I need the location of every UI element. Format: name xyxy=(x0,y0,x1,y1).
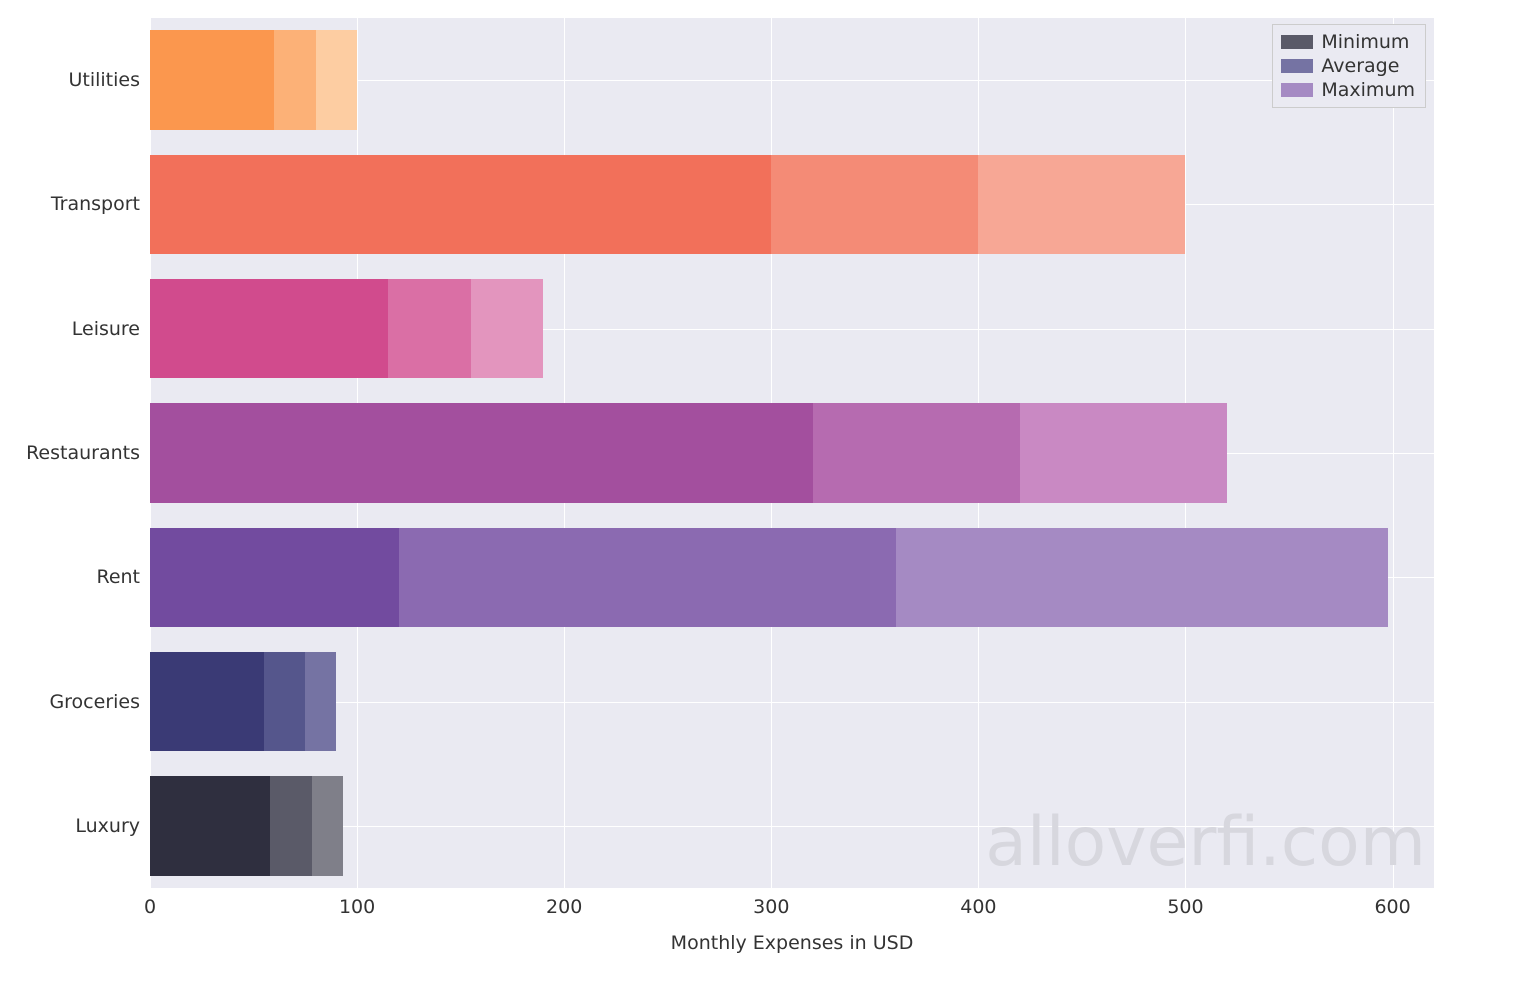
bar-minimum xyxy=(150,776,270,875)
y-tick-label: Leisure xyxy=(72,318,150,340)
legend-row: Minimum xyxy=(1281,31,1415,53)
x-tick-label: 600 xyxy=(1374,888,1410,918)
bar-minimum xyxy=(150,30,274,129)
legend-swatch xyxy=(1281,59,1313,73)
y-tick-label: Utilities xyxy=(68,69,150,91)
legend-label: Maximum xyxy=(1321,79,1415,101)
bar-minimum xyxy=(150,403,813,502)
x-tick-label: 300 xyxy=(753,888,789,918)
legend-label: Average xyxy=(1321,55,1399,77)
bar-minimum xyxy=(150,528,399,627)
legend-label: Minimum xyxy=(1321,31,1409,53)
y-tick-label: Luxury xyxy=(75,815,150,837)
x-axis-label: Monthly Expenses in USD xyxy=(671,932,914,954)
bar-minimum xyxy=(150,279,388,378)
legend-swatch xyxy=(1281,83,1313,97)
legend-row: Average xyxy=(1281,55,1415,77)
y-tick-label: Restaurants xyxy=(26,442,150,464)
y-tick-label: Groceries xyxy=(49,691,150,713)
bar-minimum xyxy=(150,652,264,751)
expenses-bar-chart: 0 100 200 300 400 500 600 Utilities Transport Lei… xyxy=(0,0,1536,993)
x-tick-label: 0 xyxy=(144,888,156,918)
x-tick-label: 100 xyxy=(339,888,375,918)
gridline-h xyxy=(150,702,1434,703)
y-tick-label: Transport xyxy=(51,193,150,215)
bar-minimum xyxy=(150,155,771,254)
plot-area: 0100200300400500600UtilitiesTransportLei… xyxy=(150,18,1434,888)
x-tick-label: 500 xyxy=(1167,888,1203,918)
legend-row: Maximum xyxy=(1281,79,1415,101)
watermark: alloverfi.com xyxy=(985,803,1426,882)
x-tick-label: 200 xyxy=(546,888,582,918)
legend-swatch xyxy=(1281,35,1313,49)
legend: MinimumAverageMaximum xyxy=(1272,24,1426,108)
x-tick-label: 400 xyxy=(960,888,996,918)
y-tick-label: Rent xyxy=(96,566,150,588)
